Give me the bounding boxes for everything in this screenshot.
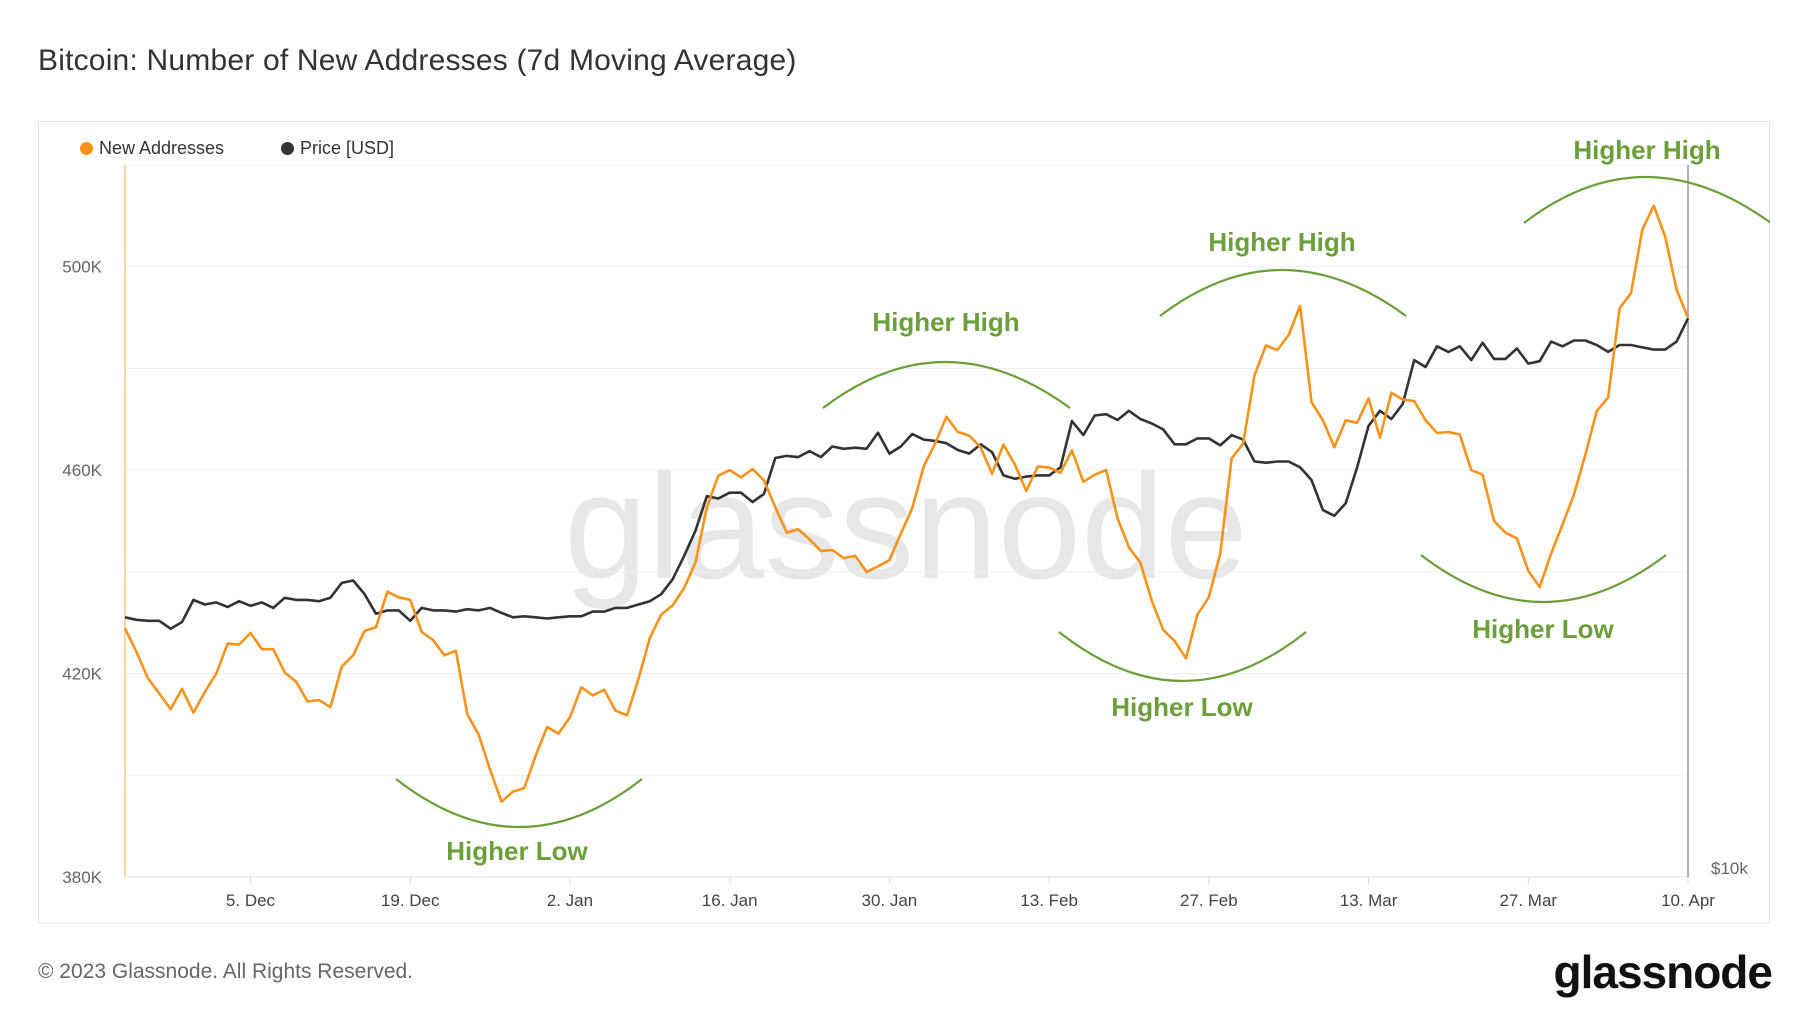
x-tick-label: 16. Jan [702, 891, 758, 910]
x-tick-label: 5. Dec [226, 891, 276, 910]
higher-low-arc [395, 778, 643, 829]
price-line [124, 317, 1690, 631]
legend-label: Price [USD] [300, 138, 395, 158]
x-tick-label: 27. Mar [1499, 891, 1557, 910]
watermark: glassnode [564, 442, 1248, 610]
series-group [123, 204, 1690, 804]
y2-tick-label: $10k [1711, 859, 1748, 878]
higher-high-arc [1159, 269, 1407, 317]
y-axis-labels: 500K 460K 420K 380K [62, 258, 102, 887]
y-tick-label: 420K [62, 665, 102, 684]
higher-low-arc [1420, 554, 1667, 603]
annotations [395, 176, 1770, 829]
x-axis-labels: 5. Dec 19. Dec 2. Jan 16. Jan 30. Jan 13. Feb… [226, 877, 1715, 910]
x-tick-label: 10. Apr [1661, 891, 1715, 910]
chart-frame [38, 121, 1770, 924]
y-tick-label: 460K [62, 461, 102, 480]
black-dot-icon [281, 142, 294, 155]
annotation-label: Higher Low [1472, 614, 1614, 644]
x-tick-label: 19. Dec [381, 891, 440, 910]
glassnode-logo: glassnode [1553, 946, 1773, 998]
higher-low-arc [1058, 631, 1307, 683]
x-tick-label: 30. Jan [862, 891, 918, 910]
higher-high-arc [1523, 176, 1770, 224]
annotation-label: Higher High [872, 307, 1019, 337]
chart-title: Bitcoin: Number of New Addresses (7d Mov… [38, 44, 797, 77]
orange-dot-icon [80, 142, 93, 155]
annotation-label: Higher High [1208, 227, 1355, 257]
annotation-label: Higher Low [446, 836, 588, 866]
legend-item-price[interactable]: Price [USD] [281, 138, 394, 159]
gridlines [125, 164, 1688, 776]
x-tick-label: 13. Feb [1020, 891, 1078, 910]
x-tick-label: 27. Feb [1180, 891, 1238, 910]
x-tick-label: 13. Mar [1340, 891, 1398, 910]
annotation-label: Higher High [1573, 135, 1720, 165]
legend-label: New Addresses [99, 138, 225, 158]
higher-high-arc [822, 361, 1071, 409]
annotation-label: Higher Low [1111, 692, 1253, 722]
new-addresses-line [123, 204, 1690, 804]
copyright-footer: © 2023 Glassnode. All Rights Reserved. [38, 960, 414, 983]
x-tick-label: 2. Jan [547, 891, 593, 910]
y-tick-label: 500K [62, 258, 102, 277]
y-tick-label: 380K [62, 868, 102, 887]
legend-item-new-addresses[interactable]: New Addresses [80, 138, 224, 159]
